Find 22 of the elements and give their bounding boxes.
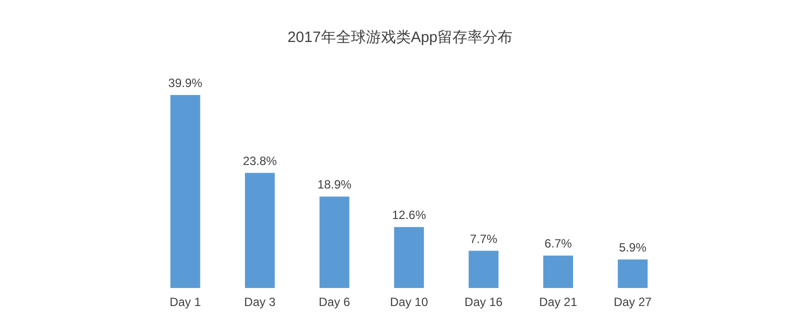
x-tick-label: Day 6 [318, 295, 350, 309]
data-label: 23.8% [242, 154, 278, 168]
data-label: 18.9% [317, 178, 352, 192]
bar [618, 259, 648, 288]
x-tick-label: Day 27 [614, 295, 652, 309]
x-tick-label: Day 21 [539, 295, 578, 309]
bar [543, 256, 574, 288]
bar [320, 196, 350, 288]
bar [394, 227, 424, 288]
data-label: 6.7% [544, 236, 572, 251]
x-tick-label: Day 10 [390, 295, 428, 309]
data-label: 5.9% [619, 240, 647, 254]
data-label: 12.6% [392, 208, 426, 222]
x-tick-label: Day 1 [170, 295, 202, 309]
x-tick-label: Day 3 [244, 295, 276, 309]
bar [468, 250, 498, 288]
chart-title: 2017年全球游戏类App留存率分布 [287, 29, 513, 46]
bar [170, 95, 200, 288]
x-tick-label: Day 16 [464, 295, 503, 309]
bar [244, 172, 275, 288]
data-label: 39.9% [168, 76, 203, 90]
data-label: 7.7% [470, 232, 498, 246]
